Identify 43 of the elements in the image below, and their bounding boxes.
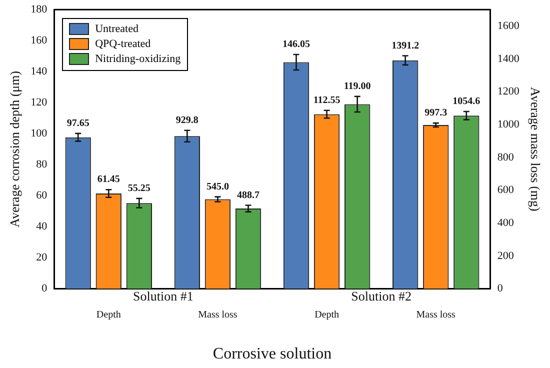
- y2-tick-label: 1600: [497, 20, 520, 32]
- data-label: 545.0: [206, 181, 229, 192]
- x-tick-label: Depth: [314, 309, 340, 320]
- y2-tick-label: 1400: [497, 52, 520, 65]
- x-axis-title: Corrosive solution: [212, 346, 332, 363]
- x-tick-label: Mass loss: [416, 309, 456, 320]
- y-tick-label: 40: [36, 220, 48, 233]
- y2-tick-label: 1200: [497, 86, 520, 98]
- data-label: 1391.2: [392, 40, 420, 52]
- data-label: 929.8: [176, 114, 198, 126]
- y2-axis-title: Average mass loss (mg): [528, 87, 543, 212]
- y-tick-label: 80: [36, 158, 48, 171]
- data-label: 997.3: [424, 108, 448, 119]
- annotation: Solution #2: [351, 288, 412, 304]
- data-label: 1054.6: [452, 96, 480, 108]
- y-tick-label: 180: [30, 3, 48, 16]
- y2-tick-label: 0: [497, 282, 504, 295]
- data-label: 97.65: [66, 118, 90, 130]
- y2-tick-label: 800: [497, 151, 514, 164]
- y-tick-label: 100: [30, 128, 48, 140]
- y2-tick-label: 600: [497, 184, 514, 196]
- y-tick-label: 60: [36, 190, 48, 202]
- legend-label: Nitriding-oxidizing: [95, 53, 181, 66]
- y-tick-label: 120: [30, 96, 48, 109]
- y-tick-label: 0: [42, 282, 48, 295]
- y-tick-label: 20: [36, 252, 48, 264]
- y-tick-label: 160: [30, 34, 48, 47]
- data-label: 55.25: [128, 183, 150, 194]
- y2-tick-label: 1000: [497, 118, 520, 130]
- x-tick-label: Depth: [96, 309, 121, 320]
- data-label: 146.05: [282, 39, 310, 50]
- y-axis-title: Average corrosion depth (μm): [7, 70, 22, 228]
- y-tick-label: 140: [30, 66, 48, 78]
- legend-label: QPQ-treated: [95, 38, 151, 50]
- y2-tick-label: 200: [497, 250, 514, 262]
- data-label: 61.45: [97, 174, 120, 186]
- data-label: 488.7: [237, 190, 260, 201]
- y2-tick-label: 400: [497, 216, 514, 229]
- data-label: 119.00: [344, 81, 371, 92]
- legend-label: Untreated: [95, 23, 138, 36]
- data-label: 112.55: [313, 94, 340, 106]
- x-tick-label: Mass loss: [198, 309, 238, 320]
- annotation: Solution #1: [133, 288, 194, 304]
